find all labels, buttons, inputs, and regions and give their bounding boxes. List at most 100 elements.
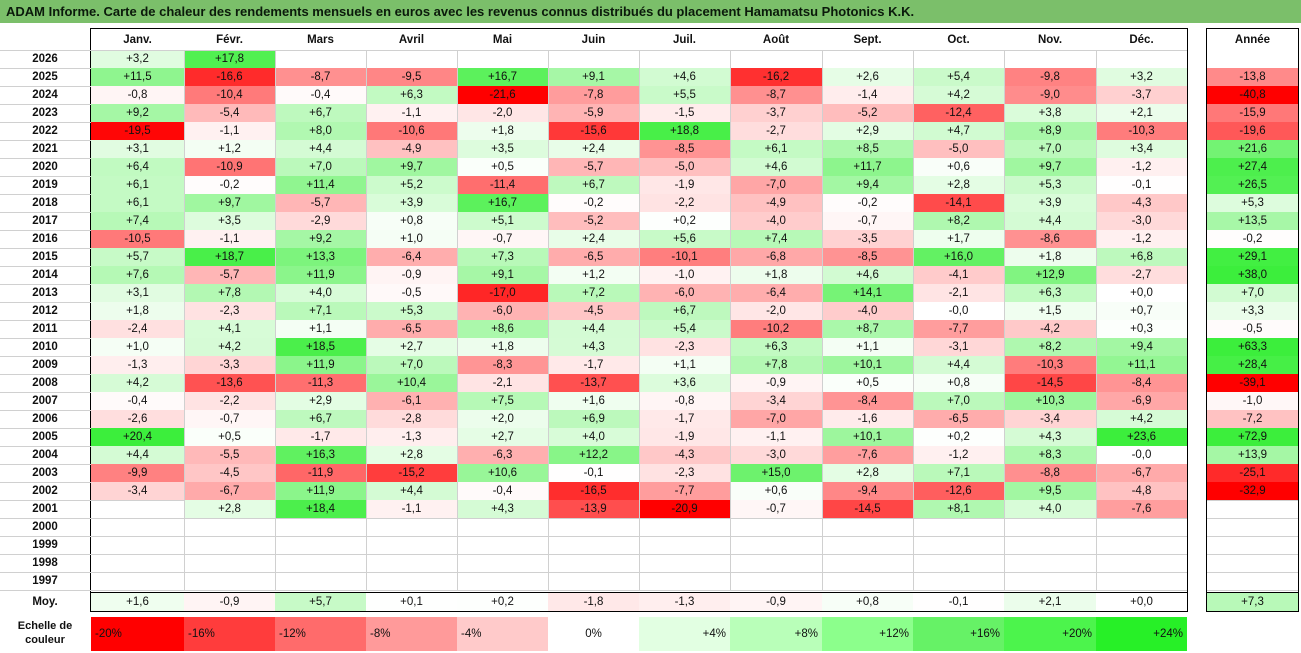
month-header: Nov. xyxy=(1037,34,1063,46)
heatmap-cell: -2,1 xyxy=(457,374,548,392)
heatmap-cell: +6,3 xyxy=(1004,284,1096,302)
heatmap-cell: +3,5 xyxy=(184,212,275,230)
heatmap-cell: +9,1 xyxy=(457,266,548,284)
heatmap-cell: -1,9 xyxy=(639,428,730,446)
average-cell: -0,9 xyxy=(184,593,275,611)
heatmap-cell: +8,2 xyxy=(1004,338,1096,356)
heatmap-cell: -16,5 xyxy=(548,482,639,500)
row-divider-annual xyxy=(1207,500,1298,501)
heatmap-cell: +4,3 xyxy=(1004,428,1096,446)
heatmap-cell: +0,5 xyxy=(822,374,913,392)
heatmap-cell: -12,4 xyxy=(913,104,1004,122)
average-cell: +0,8 xyxy=(822,593,913,611)
heatmap-cell: -3,7 xyxy=(1096,86,1187,104)
color-scale-step: +16% xyxy=(913,617,1004,651)
year-label: 2010 xyxy=(32,341,58,353)
month-header: Févr. xyxy=(216,34,243,46)
heatmap-cell: -9,4 xyxy=(822,482,913,500)
heatmap-cell xyxy=(91,554,184,572)
heatmap-cell: -13,7 xyxy=(548,374,639,392)
year-label: 2008 xyxy=(32,377,58,389)
heatmap-cell: +4,6 xyxy=(730,158,822,176)
heatmap-cell: +7,1 xyxy=(275,302,366,320)
heatmap-cell: +18,4 xyxy=(275,500,366,518)
heatmap-cell: +1,1 xyxy=(822,338,913,356)
heatmap-cell: -5,7 xyxy=(548,158,639,176)
heatmap-cell: +9,7 xyxy=(184,194,275,212)
heatmap-cell: +0,2 xyxy=(639,212,730,230)
column-divider xyxy=(913,50,914,590)
heatmap-cell xyxy=(639,572,730,590)
heatmap-cell: +9,2 xyxy=(91,104,184,122)
heatmap-cell: -16,2 xyxy=(730,68,822,86)
heatmap-cell: +0,2 xyxy=(913,428,1004,446)
year-label: 2006 xyxy=(32,413,58,425)
heatmap-cell: -10,6 xyxy=(366,122,457,140)
heatmap-cell: +5,1 xyxy=(457,212,548,230)
heatmap-cell xyxy=(184,536,275,554)
year-label: 2024 xyxy=(32,89,58,101)
heatmap-cell: +9,4 xyxy=(822,176,913,194)
heatmap-cell: -6,9 xyxy=(1096,392,1187,410)
heatmap-cell xyxy=(457,554,548,572)
year-label: 2005 xyxy=(32,431,58,443)
heatmap-cell: +0,6 xyxy=(730,482,822,500)
heatmap-cell: +1,8 xyxy=(1004,248,1096,266)
heatmap-cell: -4,0 xyxy=(730,212,822,230)
heatmap-cell: -7,8 xyxy=(548,86,639,104)
heatmap-cell: -0,1 xyxy=(548,464,639,482)
row-divider xyxy=(0,536,1187,537)
heatmap-cell: -4,8 xyxy=(1096,482,1187,500)
row-divider-annual xyxy=(1207,536,1298,537)
heatmap-cell: -1,2 xyxy=(1096,158,1187,176)
year-label: 2002 xyxy=(32,485,58,497)
heatmap-cell: +10,6 xyxy=(457,464,548,482)
column-divider xyxy=(639,50,640,590)
heatmap-cell xyxy=(822,536,913,554)
heatmap-cell xyxy=(548,50,639,68)
heatmap-cell: +4,4 xyxy=(548,320,639,338)
row-divider-annual xyxy=(1207,590,1298,591)
heatmap-cell: -4,3 xyxy=(639,446,730,464)
annual-cell: -32,9 xyxy=(1207,482,1298,500)
heatmap-cell: +16,0 xyxy=(913,248,1004,266)
color-scale-step: -12% xyxy=(275,617,366,651)
heatmap-cell xyxy=(913,554,1004,572)
heatmap-cell: +4,4 xyxy=(366,482,457,500)
heatmap-cell: +8,9 xyxy=(1004,122,1096,140)
heatmap-cell: -5,0 xyxy=(639,158,730,176)
month-header: Juin xyxy=(581,34,606,46)
heatmap-cell xyxy=(366,572,457,590)
heatmap-cell: -1,3 xyxy=(91,356,184,374)
heatmap-cell: +7,0 xyxy=(1004,140,1096,158)
heatmap-cell xyxy=(639,518,730,536)
heatmap-cell xyxy=(548,518,639,536)
heatmap-cell: +5,6 xyxy=(639,230,730,248)
year-label: 2022 xyxy=(32,125,58,137)
heatmap-cell: -8,7 xyxy=(275,68,366,86)
heatmap-cell: +1,2 xyxy=(184,140,275,158)
heatmap-cell: -2,3 xyxy=(639,338,730,356)
year-label: 2009 xyxy=(32,359,58,371)
heatmap-cell: +2,0 xyxy=(457,410,548,428)
heatmap-cell: -4,3 xyxy=(1096,194,1187,212)
heatmap-cell: -9,8 xyxy=(1004,68,1096,86)
heatmap-cell xyxy=(730,554,822,572)
year-label: 2000 xyxy=(32,521,58,533)
annual-cell: +27,4 xyxy=(1207,158,1298,176)
heatmap-cell xyxy=(91,518,184,536)
heatmap-cell: -14,5 xyxy=(1004,374,1096,392)
heatmap-cell: -4,9 xyxy=(730,194,822,212)
heatmap-cell: -0,7 xyxy=(457,230,548,248)
annual-cell: -0,5 xyxy=(1207,320,1298,338)
heatmap-cell: -7,0 xyxy=(730,410,822,428)
heatmap-cell xyxy=(366,518,457,536)
average-cell: +5,7 xyxy=(275,593,366,611)
heatmap-cell: -1,1 xyxy=(730,428,822,446)
heatmap-cell: -0,4 xyxy=(91,392,184,410)
heatmap-cell xyxy=(913,50,1004,68)
average-cell: +0,1 xyxy=(366,593,457,611)
heatmap-cell: -5,2 xyxy=(822,104,913,122)
heatmap-cell: +8,7 xyxy=(822,320,913,338)
heatmap-cell: +4,4 xyxy=(1004,212,1096,230)
